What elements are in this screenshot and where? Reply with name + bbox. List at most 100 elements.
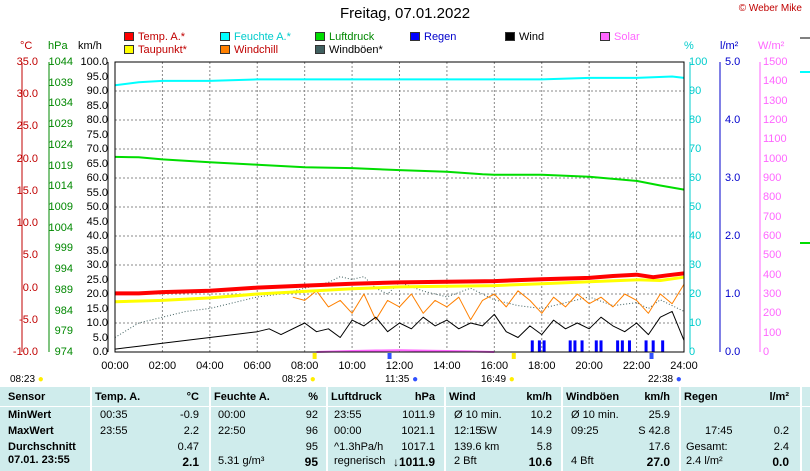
wind-tick: 20.0 (86, 288, 108, 300)
wind-tick: 25.0 (86, 273, 108, 286)
pressure-tick: 984 (54, 304, 73, 317)
legend-item: Temp. A.* (124, 31, 185, 44)
plot-border (114, 61, 685, 353)
legend-label: Taupunkt* (138, 44, 187, 56)
pressure-tick: 1029 (48, 118, 73, 131)
sun-icon: ● (506, 374, 515, 385)
humidity-tick: 20 (689, 288, 702, 300)
rain-value: 0.0 (772, 455, 789, 469)
rain-bar (651, 340, 655, 352)
gust-value: S 42.8 (638, 425, 670, 437)
rain-tick: 4.0 (725, 114, 741, 126)
wind-tick: 40.0 (86, 230, 108, 242)
solar-tick: 1400 (763, 75, 788, 88)
gust-time: 09:25 (571, 425, 599, 437)
rain-bar (530, 340, 534, 352)
x-tick: 12:00 (385, 360, 414, 372)
temp-tick: 30.0 (16, 88, 38, 101)
temp-tick: 10.0 (16, 217, 38, 230)
header-rain-unit: l/m² (769, 391, 789, 403)
unit-solar: W/m² (758, 40, 785, 52)
rain-tick: 2.0 (725, 230, 741, 242)
pressure-tick: 1024 (48, 138, 73, 151)
column-divider (209, 387, 211, 471)
wind-tick: 10.0 (86, 317, 108, 329)
sun-icon: ● (307, 374, 316, 385)
temp-tick: 20.0 (16, 152, 38, 165)
x-tick: 02:00 (148, 360, 177, 372)
wind-value: 10.6 (528, 455, 552, 469)
wind-value: 10.2 (530, 409, 552, 421)
wind-tick: 75.0 (86, 128, 108, 141)
pressure-tick: 1004 (48, 221, 73, 234)
wind-time: 2 Bft (454, 455, 477, 467)
rain-bar (580, 340, 584, 352)
press-time: 00:00 (334, 425, 362, 437)
header-temp-unit: °C (186, 391, 199, 403)
legend-swatch (505, 32, 515, 41)
pressure-tick: 974 (54, 346, 73, 358)
rain-tick: 3.0 (725, 172, 741, 184)
legend-swatch (220, 32, 230, 41)
pressure-tick: 1039 (48, 76, 73, 89)
temp-tick: 25.0 (16, 120, 38, 133)
hum-value: 92 (305, 409, 318, 421)
pressure-tick: 1009 (48, 201, 73, 213)
sun-icon: ● (35, 374, 44, 385)
legend-item: Windchill (220, 44, 278, 57)
wind-tick: 95.0 (86, 70, 108, 83)
legend-label: Windchill (234, 44, 279, 56)
gust-value: 25.9 (648, 409, 670, 421)
rain-bar (599, 340, 603, 352)
sunrise-label: 08:25 ● (282, 374, 316, 385)
rain-bars (530, 340, 665, 352)
solar-tick: 200 (763, 307, 782, 320)
humidity-tick: 30 (689, 259, 702, 271)
x-tick: 06:00 (243, 360, 272, 372)
copyright-text: © Weber Mike (738, 3, 802, 14)
rain-bar (644, 340, 648, 352)
humidity-tick: 0 (689, 346, 696, 358)
solar-tick: 1100 (763, 133, 787, 146)
legend-label: Luftdruck (329, 31, 375, 43)
unit-temp: °C (20, 40, 33, 52)
sun-tick-mark (649, 353, 654, 359)
legend-item: Wind (505, 31, 544, 44)
header-hum: Feuchte A. (214, 391, 270, 403)
pressure-tick: 1019 (48, 159, 73, 172)
temp-time: 00:35 (100, 409, 128, 421)
series-line-windchill (292, 284, 685, 321)
unit-rain: l/m² (720, 40, 739, 52)
press-time: regnerisch (334, 455, 386, 467)
wind-tick: 30.0 (86, 259, 108, 271)
legend-label: Regen (424, 31, 457, 43)
header-hum-unit: % (308, 391, 318, 403)
legend-swatch (315, 32, 325, 41)
legend-swatch (600, 32, 610, 41)
wind-time: 139.6 km (454, 441, 500, 453)
row-divider (0, 406, 810, 407)
legend-item: Feuchte A.* (220, 31, 291, 44)
humidity-tick: 100 (689, 56, 708, 68)
pressure-tick: 1034 (48, 97, 73, 110)
pressure-tick: 994 (54, 263, 73, 276)
pressure-tick: 1044 (48, 56, 73, 68)
unit-pressure: hPa (48, 40, 68, 52)
wind-value: 14.9 (530, 425, 552, 437)
gust-value: 17.6 (648, 441, 670, 453)
wind-time: 12:15 (454, 425, 482, 437)
solar-tick: 600 (763, 230, 782, 242)
x-tick: 14:00 (433, 360, 461, 372)
unit-wind: km/h (78, 40, 102, 52)
wind-tick: 100.0 (80, 56, 108, 68)
series-line-wind (114, 310, 685, 350)
temp-tick: 5.0 (22, 249, 38, 262)
hum-time: 22:50 (218, 425, 246, 437)
temp-tick: 35.0 (16, 56, 38, 68)
rain-bar (542, 340, 546, 352)
wind-tick: 50.0 (86, 201, 108, 213)
column-divider (326, 387, 328, 471)
rain-tick: 5.0 (725, 56, 741, 68)
column-divider (90, 387, 92, 471)
x-tick: 04:00 (196, 360, 224, 372)
